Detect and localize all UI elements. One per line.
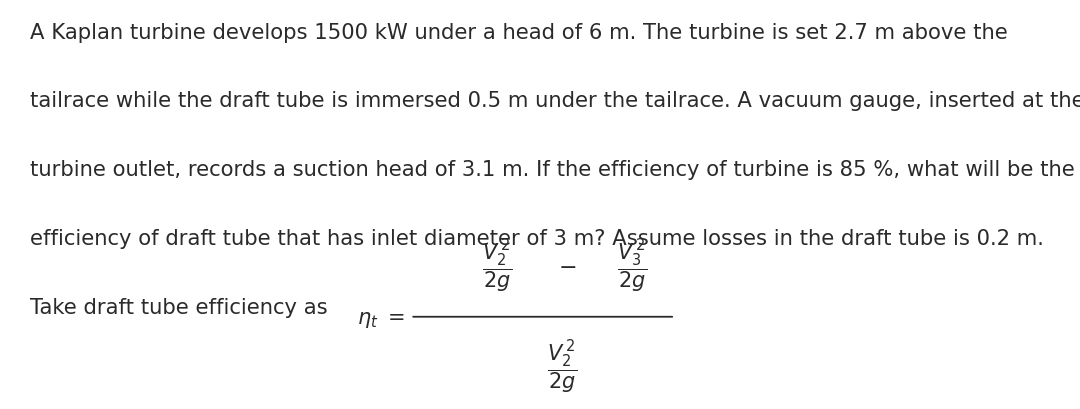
Text: $-$: $-$ [558, 256, 576, 276]
Text: efficiency of draft tube that has inlet diameter of 3 m? Assume losses in the dr: efficiency of draft tube that has inlet … [30, 229, 1044, 249]
Text: tailrace while the draft tube is immersed 0.5 m under the tailrace. A vacuum gau: tailrace while the draft tube is immerse… [30, 91, 1080, 111]
Text: $\dfrac{V_2^{\,2}}{2g}$: $\dfrac{V_2^{\,2}}{2g}$ [546, 337, 577, 395]
Text: turbine outlet, records a suction head of 3.1 m. If the efficiency of turbine is: turbine outlet, records a suction head o… [30, 160, 1075, 180]
Text: A Kaplan turbine develops 1500 kW under a head of 6 m. The turbine is set 2.7 m : A Kaplan turbine develops 1500 kW under … [30, 22, 1008, 43]
Text: $\dfrac{V_2^{\,2}}{2g}$: $\dfrac{V_2^{\,2}}{2g}$ [482, 237, 512, 294]
Text: Take draft tube efficiency as: Take draft tube efficiency as [30, 297, 328, 317]
Text: $\dfrac{V_3^{\,2}}{2g}$: $\dfrac{V_3^{\,2}}{2g}$ [617, 237, 647, 294]
Text: $\eta_t\ =$: $\eta_t\ =$ [357, 309, 405, 329]
